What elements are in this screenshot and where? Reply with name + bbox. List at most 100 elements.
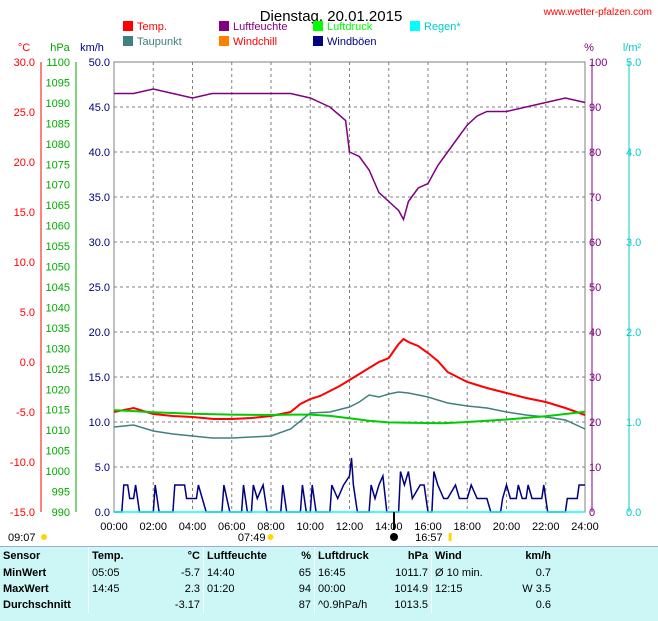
rain-tick-label: 4.0 [626, 147, 641, 159]
temp-tick-label: 10.0 [14, 257, 35, 269]
stats-press-time: 16:45 [314, 565, 387, 581]
pressure-tick-label: 1000 [46, 466, 70, 478]
wind-tick-label: 50.0 [89, 57, 110, 69]
stats-hum-value: 65 [298, 567, 311, 579]
x-tick-label: 18:00 [453, 521, 481, 533]
series-line-temp [113, 337, 586, 420]
pressure-tick-label: 1010 [46, 425, 70, 437]
legend-swatch [313, 36, 323, 46]
wind-tick-label: 45.0 [89, 102, 110, 114]
stats-row-label: MinWert [3, 567, 47, 579]
stats-temp-value: -5.7 [181, 567, 200, 579]
legend-label: Taupunkt [137, 36, 182, 48]
humidity-tick-label: 10 [589, 462, 601, 474]
legend-swatch [410, 21, 420, 31]
humidity-tick-label: 80 [589, 147, 601, 159]
pressure-tick-label: 1075 [46, 159, 70, 171]
humidity-tick-label: 100 [589, 57, 607, 69]
stats-wind-time: 12:15 [431, 581, 504, 597]
legend-item: Luftfeuchte [219, 21, 287, 33]
wind-tick-label: 40.0 [89, 147, 110, 159]
stats-header-temp-unit: °C [187, 550, 200, 562]
temp-tick-label: -10.0 [10, 457, 35, 469]
stats-header-press-unit: hPa [407, 550, 428, 562]
rain-tick-label: 2.0 [626, 327, 641, 339]
legend: Temp. Taupunkt Luftfeuchte Windchill Luftdru… [123, 21, 461, 48]
temp-tick-label: -15.0 [10, 507, 35, 519]
pressure-tick-label: 1025 [46, 364, 70, 376]
humidity-tick-label: 0 [589, 507, 595, 519]
sunrise-label: 07:49 [238, 532, 266, 544]
pressure-tick-label: 1080 [46, 139, 70, 151]
pressure-tick-label: 1095 [46, 77, 70, 89]
stats-header-row: Sensor Temp. °C Luftfeuchte % Luftdruck … [0, 547, 554, 565]
stats-header-wind: Wind [431, 547, 504, 565]
stats-hum-value: 94 [298, 583, 311, 595]
pressure-tick-label: 1085 [46, 118, 70, 130]
wind-tick-label: 30.0 [89, 237, 110, 249]
rain-tick-label: 5.0 [626, 57, 641, 69]
stats-hum-time: 14:40 [203, 565, 278, 581]
pressure-tick-label: 1005 [46, 446, 70, 458]
legend-swatch [219, 21, 229, 31]
statistics-panel: Sensor Temp. °C Luftfeuchte % Luftdruck … [0, 546, 658, 621]
pressure-unit-label: hPa [50, 42, 70, 54]
stats-wind-value: W 3.5 [522, 583, 551, 595]
axis-unit-labels: °C hPa km/h % l/m² [18, 42, 642, 54]
temp-tick-label: 15.0 [14, 207, 35, 219]
legend-label: Regen* [424, 21, 461, 33]
x-tick-label: 04:00 [179, 521, 207, 533]
pressure-tick-label: 1060 [46, 221, 70, 233]
series-layer [113, 88, 586, 513]
legend-item: Windböen [313, 36, 377, 48]
x-tick-label: 14:00 [375, 521, 403, 533]
stats-press-value: 1013.5 [394, 599, 428, 611]
stats-press-time: 00:00 [314, 581, 387, 597]
stats-wind-value: 0.6 [535, 599, 551, 611]
series-line-luftfeuchte [114, 88, 586, 222]
source-link[interactable]: www.wetter-pfalzen.com [543, 7, 652, 18]
x-tick-label: 12:00 [336, 521, 364, 533]
humidity-unit-label: % [584, 42, 594, 54]
rain-tick-label: 3.0 [626, 237, 641, 249]
stats-press-time: ^0.9hPa/h [314, 597, 387, 613]
chart-title: Dienstag, 20.01.2015 [260, 8, 403, 25]
legend-item: Luftdruck [313, 21, 373, 33]
pressure-tick-label: 1045 [46, 282, 70, 294]
stats-hum-time [203, 597, 278, 613]
series-line-luftdruck [113, 409, 586, 425]
humidity-tick-label: 30 [589, 372, 601, 384]
x-tick-label: 24:00 [571, 521, 599, 533]
pressure-tick-label: 995 [52, 487, 70, 499]
pressure-tick-label: 1015 [46, 405, 70, 417]
stats-temp-value: -3.17 [174, 599, 200, 611]
series-line-windb-en [114, 457, 585, 513]
stats-wind-time [431, 597, 504, 613]
humidity-tick-label: 90 [589, 102, 601, 114]
current-time-marker-icon [390, 533, 398, 541]
humidity-tick-label: 50 [589, 282, 601, 294]
legend-swatch [123, 21, 133, 31]
stats-row-avg: Durchschnitt -3.17 87 ^0.9hPa/h 1013.5 0… [0, 597, 554, 613]
pressure-tick-label: 1040 [46, 302, 70, 314]
sunset-label: 16:57 [415, 532, 443, 544]
stats-hum-value: 87 [298, 599, 311, 611]
temp-tick-label: 20.0 [14, 157, 35, 169]
temp-tick-label: 0.0 [20, 357, 35, 369]
legend-item: Regen* [410, 21, 461, 33]
rain-tick-label: 1.0 [626, 417, 641, 429]
x-tick-label: 08:00 [257, 521, 285, 533]
stats-wind-value: 0.7 [535, 567, 551, 579]
stats-wind-time: Ø 10 min. [431, 565, 504, 581]
humidity-tick-label: 20 [589, 417, 601, 429]
stats-row-label: Durchschnitt [3, 599, 71, 611]
legend-label: Windchill [233, 36, 277, 48]
stats-press-value: 1014.9 [394, 583, 428, 595]
sunrise-icon [267, 534, 274, 540]
x-tick-label: 16:00 [414, 521, 442, 533]
x-tick-label: 22:00 [532, 521, 560, 533]
stats-temp-time: 14:45 [88, 581, 147, 597]
stats-header-press: Luftdruck [314, 547, 387, 565]
x-tick-label: 20:00 [493, 521, 521, 533]
x-tick-label: 10:00 [296, 521, 324, 533]
